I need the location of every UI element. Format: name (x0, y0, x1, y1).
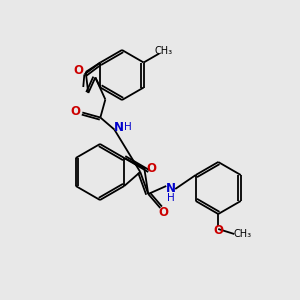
Text: O: O (70, 105, 80, 118)
Text: O: O (146, 163, 156, 176)
Text: N: N (166, 182, 176, 196)
Text: O: O (158, 206, 168, 220)
Text: CH₃: CH₃ (233, 229, 251, 239)
Text: O: O (213, 224, 223, 238)
Text: H: H (167, 193, 175, 203)
Text: N: N (114, 121, 124, 134)
Text: CH₃: CH₃ (154, 46, 172, 56)
Text: H: H (124, 122, 132, 133)
Text: O: O (74, 64, 84, 77)
